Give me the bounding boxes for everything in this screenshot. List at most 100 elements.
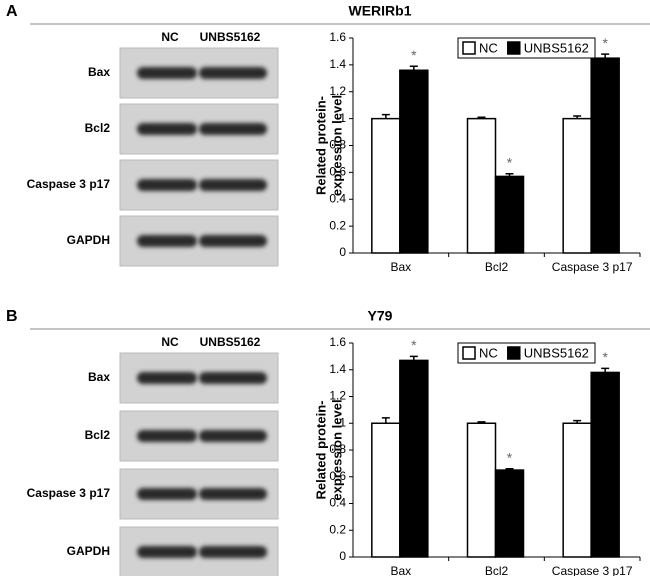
bar xyxy=(494,175,525,254)
blot-band xyxy=(137,372,197,384)
blot-band xyxy=(199,67,267,79)
error-bar xyxy=(409,355,418,361)
blot-band xyxy=(137,235,197,247)
x-tick-label: Caspase 3 p17 xyxy=(552,260,633,274)
y-tick-label: 0.4 xyxy=(329,191,346,205)
bar xyxy=(399,69,429,254)
lane-label: NC xyxy=(161,335,179,349)
error-bar xyxy=(573,419,582,424)
error-bar xyxy=(381,417,390,424)
lane-label: NC xyxy=(161,30,179,44)
blot-label: GAPDH xyxy=(67,544,110,558)
legend-label: UNBS5162 xyxy=(524,345,589,360)
blot-band xyxy=(137,488,197,500)
y-tick-label: 0 xyxy=(339,245,346,259)
blot-band xyxy=(199,179,267,191)
y-axis-label: expression level xyxy=(329,95,344,196)
legend-label: UNBS5162 xyxy=(524,40,589,55)
error-bar xyxy=(409,65,418,71)
y-tick-label: 1.2 xyxy=(329,84,346,98)
legend-box xyxy=(457,342,596,364)
error-bar xyxy=(505,172,514,177)
blot-band xyxy=(199,546,267,558)
y-tick-label: 1.4 xyxy=(329,57,346,71)
y-tick-label: 0 xyxy=(339,549,346,563)
bar xyxy=(466,422,497,558)
significance-marker: * xyxy=(507,154,513,170)
bar xyxy=(590,371,620,558)
panel-title: Y79 xyxy=(368,308,393,324)
error-bar xyxy=(573,115,582,119)
error-bar xyxy=(381,113,390,119)
significance-marker: * xyxy=(507,449,513,465)
y-tick-label: 0.2 xyxy=(329,522,346,536)
panel-title: WERIRb1 xyxy=(349,3,412,19)
blot-band xyxy=(199,123,267,135)
y-tick-label: 0.6 xyxy=(329,469,346,483)
blot-band xyxy=(137,123,197,135)
lane-label: UNBS5162 xyxy=(200,30,261,44)
blot-band xyxy=(199,235,267,247)
y-axis-label: Related protein- xyxy=(313,401,328,500)
blot-band xyxy=(137,546,197,558)
legend-box xyxy=(457,37,596,59)
bar xyxy=(466,117,497,254)
legend-swatch xyxy=(462,41,476,55)
significance-marker: * xyxy=(602,349,608,365)
legend-swatch xyxy=(462,346,476,360)
y-axis-label: Related protein- xyxy=(313,96,328,195)
error-bar xyxy=(601,367,610,373)
x-tick-label: Caspase 3 p17 xyxy=(552,564,633,576)
blot-band xyxy=(137,430,197,442)
blot-label: Bcl2 xyxy=(85,428,111,442)
y-tick-label: 0.2 xyxy=(329,218,346,232)
blot-label: Bax xyxy=(88,65,110,79)
blot-band xyxy=(137,67,197,79)
y-tick-label: 1 xyxy=(339,415,346,429)
blot-band xyxy=(199,372,267,384)
y-axis-label: expression level xyxy=(329,399,344,500)
panel-label: B xyxy=(6,308,18,325)
blot-label: Bax xyxy=(88,370,110,384)
bar xyxy=(562,422,592,558)
bar xyxy=(371,117,401,254)
y-tick-label: 0.8 xyxy=(329,442,346,456)
blot-band xyxy=(199,430,267,442)
x-tick-label: Bax xyxy=(390,260,411,274)
y-tick-label: 1 xyxy=(339,111,346,125)
significance-marker: * xyxy=(411,47,417,63)
y-tick-label: 0.6 xyxy=(329,165,346,179)
blot-label: Bcl2 xyxy=(85,121,111,135)
legend-label: NC xyxy=(479,345,498,360)
x-tick-label: Bax xyxy=(390,564,411,576)
significance-marker: * xyxy=(602,35,608,51)
bar xyxy=(562,117,592,254)
error-bar xyxy=(601,53,610,59)
legend-swatch xyxy=(507,346,521,360)
significance-marker: * xyxy=(411,337,417,353)
blot-label: GAPDH xyxy=(67,233,110,247)
bar xyxy=(590,57,620,254)
panel-label: A xyxy=(6,3,18,20)
blot-label: Caspase 3 p17 xyxy=(27,486,111,500)
blot-band xyxy=(199,488,267,500)
bar xyxy=(371,422,401,558)
error-bar xyxy=(505,467,514,471)
x-tick-label: Bcl2 xyxy=(485,564,509,576)
y-tick-label: 1.6 xyxy=(329,30,346,44)
blot-band xyxy=(137,179,197,191)
legend-swatch xyxy=(507,41,521,55)
blot-label: Caspase 3 p17 xyxy=(27,177,111,191)
bar xyxy=(399,359,429,558)
bar xyxy=(494,469,525,558)
lane-label: UNBS5162 xyxy=(200,335,261,349)
y-tick-label: 0.8 xyxy=(329,138,346,152)
y-tick-label: 1.6 xyxy=(329,335,346,349)
legend-label: NC xyxy=(479,40,498,55)
y-tick-label: 0.4 xyxy=(329,496,346,510)
error-bar xyxy=(477,421,486,424)
x-tick-label: Bcl2 xyxy=(485,260,509,274)
error-bar xyxy=(477,116,486,119)
y-tick-label: 1.2 xyxy=(329,389,346,403)
